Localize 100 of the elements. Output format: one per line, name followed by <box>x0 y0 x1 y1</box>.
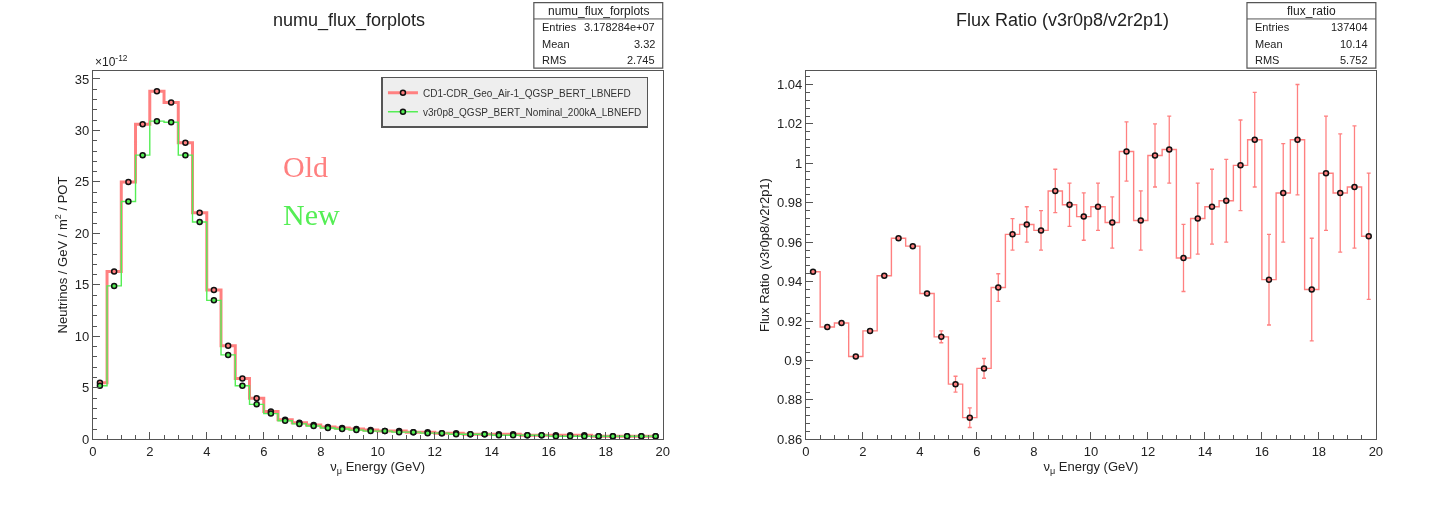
x-tick-label: 6 <box>973 443 981 459</box>
x-tick-label: 20 <box>655 443 670 459</box>
point <box>167 99 175 106</box>
point <box>1336 189 1344 197</box>
text: 3.32 <box>634 38 656 50</box>
point <box>1322 169 1330 177</box>
y-tick-label: 15 <box>74 277 90 293</box>
y-tick-label: 0.96 <box>777 234 803 250</box>
point <box>1308 286 1315 293</box>
y-tick-label: 0.9 <box>784 353 803 369</box>
point <box>253 401 260 408</box>
y-tick-label: 0.92 <box>777 313 803 329</box>
x-tick-label: 18 <box>1311 443 1327 459</box>
x-tick-label: 4 <box>203 443 211 459</box>
y-tick-label: 25 <box>74 174 90 190</box>
point <box>1279 189 1287 197</box>
point <box>210 286 218 294</box>
point <box>239 382 246 390</box>
point <box>1180 254 1187 262</box>
point <box>182 139 189 147</box>
text: RMS <box>542 54 567 66</box>
x-tick-label: 8 <box>1030 443 1038 459</box>
x-tick-label: 14 <box>1197 443 1213 459</box>
point <box>952 380 959 388</box>
point <box>1166 146 1173 153</box>
text: 137404 <box>1331 21 1368 33</box>
point <box>167 118 175 126</box>
y-tick-label: 1 <box>795 155 803 171</box>
point <box>1137 217 1145 224</box>
point <box>1194 215 1201 222</box>
point <box>1052 187 1059 195</box>
point <box>110 268 118 275</box>
legend-label: CD1-CDR_Geo_Air-1_QGSP_BERT_LBNEFD <box>422 87 631 99</box>
point <box>224 351 232 359</box>
x-tick-label: 2 <box>859 443 867 459</box>
point <box>1080 213 1088 220</box>
point <box>139 151 146 159</box>
text: Entries <box>542 21 577 33</box>
y-tick-label: 0 <box>81 431 90 447</box>
point <box>980 365 988 372</box>
x-axis-title: ν$_{μ}$ Energy (GeV) <box>1043 458 1139 476</box>
x-tick-label: 8 <box>317 443 325 459</box>
x-tick-label: 16 <box>541 443 556 459</box>
text: 2.745 <box>627 54 655 66</box>
point <box>1265 276 1273 283</box>
text: Entries <box>1255 21 1290 33</box>
point <box>966 414 974 421</box>
y-tick-label: 10 <box>74 328 90 344</box>
legend-label: v3r0p8_QGSP_BERT_Nominal_200kA_LBNEFD <box>422 106 642 118</box>
y-tick-label: 0.86 <box>777 431 803 447</box>
point <box>239 375 246 382</box>
point <box>1237 162 1244 169</box>
point <box>139 121 146 128</box>
point <box>1037 227 1045 234</box>
point <box>1208 203 1216 210</box>
y-tick-label: 1.04 <box>777 77 803 93</box>
annotation: New <box>283 198 340 231</box>
point <box>210 297 218 304</box>
text: 10.14 <box>1340 38 1368 50</box>
text: 5.752 <box>1340 54 1368 66</box>
y-tick-label: 20 <box>74 225 90 241</box>
x-tick-label: 12 <box>1140 443 1156 459</box>
point <box>1123 148 1130 155</box>
x-tick-label: 4 <box>916 443 924 459</box>
point <box>196 218 203 226</box>
chart-title: numu_flux_forplots <box>273 10 426 31</box>
point <box>196 209 203 217</box>
point <box>224 342 232 349</box>
text: 3.178284e+07 <box>584 21 655 33</box>
point <box>1251 136 1258 143</box>
point <box>1109 219 1116 226</box>
x-tick-label: 10 <box>370 443 385 459</box>
point <box>182 151 189 159</box>
y-tick-label: 5 <box>81 380 90 396</box>
text: ×10$^{-12}$ <box>95 53 128 70</box>
point <box>1151 152 1159 159</box>
y-tick-label: 0.88 <box>777 392 803 408</box>
point <box>1009 231 1016 238</box>
chart-title: Flux Ratio (v3r0p8/v2r2p1) <box>956 10 1170 30</box>
x-tick-label: 18 <box>598 443 613 459</box>
y-tick-label: 35 <box>74 71 90 87</box>
x-tick-label: 2 <box>146 443 154 459</box>
annotation: Old <box>283 150 328 183</box>
point <box>96 382 104 390</box>
point <box>153 88 161 95</box>
y-tick-label: 0.98 <box>777 195 803 211</box>
text: numu_flux_forplots <box>548 4 650 18</box>
point <box>125 178 132 186</box>
x-tick-label: 16 <box>1254 443 1270 459</box>
x-tick-label: 10 <box>1083 443 1099 459</box>
point <box>995 284 1002 291</box>
point <box>1094 203 1102 210</box>
y-tick-label: 1.02 <box>777 116 803 132</box>
y-tick-label: 30 <box>74 122 90 138</box>
x-tick-label: 14 <box>484 443 499 459</box>
x-tick-label: 12 <box>427 443 442 459</box>
point <box>1066 201 1073 208</box>
text: RMS <box>1255 54 1280 66</box>
x-tick-label: 20 <box>1368 443 1384 459</box>
point <box>153 117 161 125</box>
